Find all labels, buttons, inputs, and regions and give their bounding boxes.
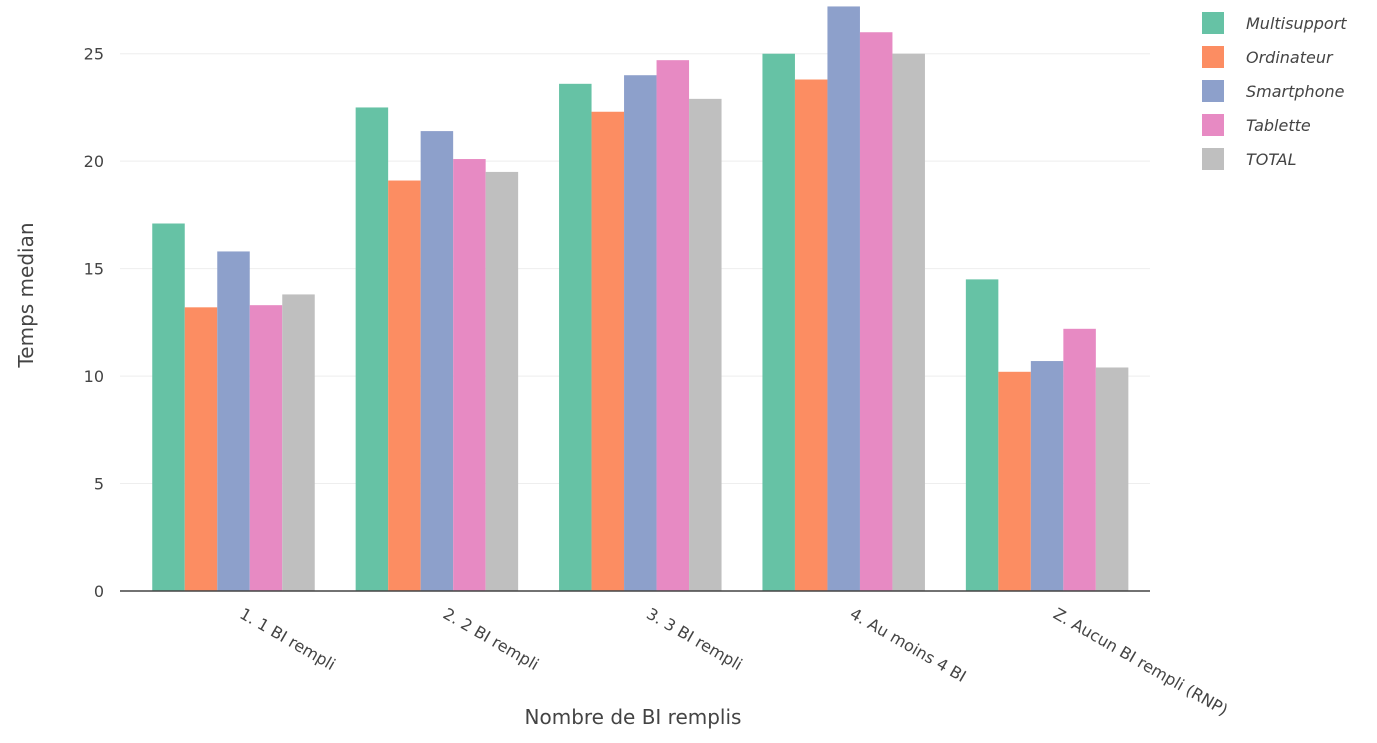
legend[interactable]: Multisupport Ordinateur Smartphone Tablette… — [1202, 12, 1347, 170]
legend-item-multisupport[interactable]: Multisupport — [1202, 12, 1347, 34]
y-tick-label: 5 — [94, 475, 104, 494]
x-tick-label: 1. 1 BI rempli — [237, 604, 339, 674]
legend-label: TOTAL — [1246, 150, 1297, 169]
bar-ordinateur-4[interactable] — [794, 79, 828, 592]
bars — [152, 6, 1129, 592]
bar-smartphone-1[interactable] — [217, 251, 250, 591]
bar-tablette-1[interactable] — [249, 305, 283, 591]
y-tick-label: 0 — [94, 582, 104, 601]
x-axis-title: Nombre de BI remplis — [525, 705, 742, 729]
y-tick-label: 10 — [84, 367, 104, 386]
bar-smartphone-5[interactable] — [1030, 361, 1064, 591]
legend-label: Smartphone — [1246, 82, 1345, 101]
legend-item-total[interactable]: TOTAL — [1202, 148, 1297, 170]
y-axis-title: Temps median — [14, 222, 38, 368]
legend-item-ordinateur[interactable]: Ordinateur — [1202, 46, 1334, 68]
legend-label: Tablette — [1246, 116, 1311, 135]
legend-item-smartphone[interactable]: Smartphone — [1202, 80, 1345, 102]
legend-swatch — [1202, 80, 1224, 102]
bar-total-1[interactable] — [282, 294, 315, 591]
x-tick-label: 2. 2 BI rempli — [440, 604, 542, 674]
x-tick-label: Z. Aucun BI rempli (RNP) — [1050, 604, 1231, 720]
legend-item-tablette[interactable]: Tablette — [1202, 114, 1311, 136]
bar-ordinateur-1[interactable] — [184, 307, 218, 591]
bar-total-2[interactable] — [485, 171, 519, 591]
y-tick-label: 25 — [84, 45, 104, 64]
bar-total-4[interactable] — [892, 53, 925, 591]
bar-tablette-5[interactable] — [1063, 328, 1096, 591]
bar-smartphone-4[interactable] — [827, 6, 860, 592]
x-tick-label: 4. Au moins 4 BI — [847, 604, 970, 686]
bar-ordinateur-3[interactable] — [591, 111, 625, 592]
bar-multisupport-5[interactable] — [965, 279, 999, 591]
bar-tablette-4[interactable] — [859, 32, 893, 591]
bar-multisupport-4[interactable] — [762, 53, 795, 591]
legend-swatch — [1202, 148, 1224, 170]
bar-tablette-2[interactable] — [453, 159, 486, 592]
bar-multisupport-2[interactable] — [355, 107, 389, 592]
bar-ordinateur-5[interactable] — [998, 371, 1031, 591]
bar-tablette-3[interactable] — [656, 60, 690, 591]
legend-label: Multisupport — [1246, 14, 1347, 33]
legend-label: Ordinateur — [1246, 48, 1334, 67]
legend-swatch — [1202, 12, 1224, 34]
bar-ordinateur-2[interactable] — [388, 180, 421, 592]
legend-swatch — [1202, 46, 1224, 68]
legend-swatch — [1202, 114, 1224, 136]
bar-total-3[interactable] — [689, 98, 722, 591]
y-tick-label: 15 — [84, 260, 104, 279]
bar-smartphone-2[interactable] — [420, 131, 454, 591]
bar-total-5[interactable] — [1095, 367, 1129, 591]
bar-multisupport-1[interactable] — [152, 223, 185, 592]
bar-smartphone-3[interactable] — [624, 75, 657, 591]
x-tick-label: 3. 3 BI rempli — [643, 604, 745, 674]
bar-multisupport-3[interactable] — [559, 83, 592, 591]
y-tick-label: 20 — [84, 152, 104, 171]
